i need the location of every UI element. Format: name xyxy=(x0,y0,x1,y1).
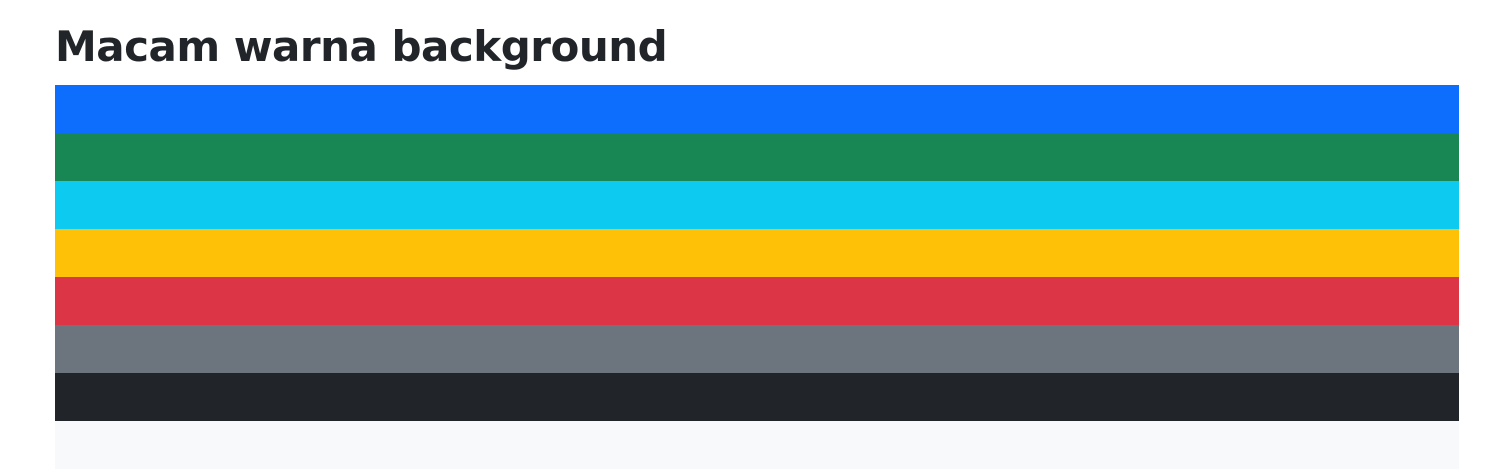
main-container: Macam warna background xyxy=(55,0,1459,469)
swatch-warning xyxy=(55,229,1459,277)
swatch-light xyxy=(55,421,1459,469)
swatch-secondary xyxy=(55,325,1459,373)
background-swatch-list xyxy=(55,85,1459,469)
swatch-primary xyxy=(55,85,1459,133)
swatch-info xyxy=(55,181,1459,229)
swatch-success xyxy=(55,133,1459,181)
swatch-danger xyxy=(55,277,1459,325)
page-title: Macam warna background xyxy=(55,22,668,71)
swatch-dark xyxy=(55,373,1459,421)
